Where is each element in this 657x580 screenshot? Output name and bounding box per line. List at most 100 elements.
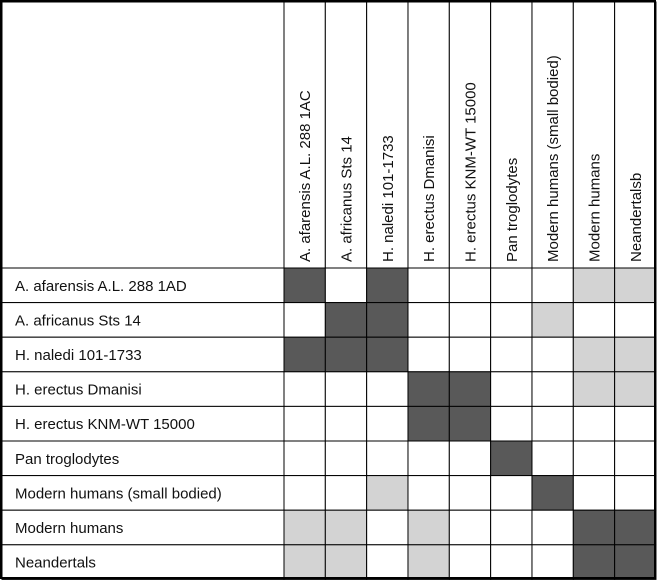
column-header-cell xyxy=(572,1,616,269)
matrix-cell xyxy=(366,475,409,511)
matrix-cell xyxy=(324,267,368,304)
matrix-cell xyxy=(283,440,326,477)
matrix-cell xyxy=(572,302,616,338)
matrix-cell xyxy=(531,509,574,546)
row-label: Neandertals xyxy=(15,555,96,572)
row-label: Modern humans xyxy=(15,520,123,537)
matrix-cell xyxy=(283,267,326,304)
row-label-cell xyxy=(1,336,285,373)
matrix-cell xyxy=(283,405,326,442)
matrix-cell xyxy=(614,544,657,580)
matrix-cell xyxy=(614,509,657,546)
matrix-cell xyxy=(448,544,492,580)
matrix-cell xyxy=(572,371,616,407)
matrix-cell xyxy=(407,336,450,373)
matrix-cell xyxy=(407,371,450,407)
matrix-cell xyxy=(614,336,657,373)
matrix-cell xyxy=(366,440,409,477)
matrix-cell xyxy=(531,440,574,477)
matrix-cell xyxy=(490,302,533,338)
matrix-cell xyxy=(448,302,492,338)
matrix-cell xyxy=(448,509,492,546)
matrix-cell xyxy=(324,509,368,546)
matrix-cell xyxy=(366,336,409,373)
matrix-cell xyxy=(324,302,368,338)
matrix-cell xyxy=(531,405,574,442)
matrix-cell xyxy=(572,336,616,373)
corner-cell xyxy=(1,1,285,269)
matrix-cell xyxy=(448,371,492,407)
matrix-cell xyxy=(448,440,492,477)
matrix-cell xyxy=(614,475,657,511)
matrix-cell xyxy=(407,302,450,338)
matrix-cell xyxy=(614,405,657,442)
matrix-cell xyxy=(531,544,574,580)
matrix-cell xyxy=(407,509,450,546)
matrix-cell xyxy=(490,336,533,373)
column-header-cell xyxy=(490,1,533,269)
row-label: Modern humans (small bodied) xyxy=(15,485,222,502)
matrix-cell xyxy=(366,302,409,338)
matrix-cell xyxy=(407,440,450,477)
matrix-cell xyxy=(490,544,533,580)
matrix-cell xyxy=(531,267,574,304)
matrix-cell xyxy=(490,475,533,511)
column-label: A. africanus Sts 14 xyxy=(338,136,355,262)
column-label: Neandertalsb xyxy=(628,173,645,262)
matrix-cell xyxy=(448,336,492,373)
row-label: Pan troglodytes xyxy=(15,451,119,468)
matrix-cell xyxy=(531,302,574,338)
matrix-cell xyxy=(572,509,616,546)
row-label: A. afarensis A.L. 288 1AD xyxy=(15,278,187,295)
matrix-cell xyxy=(614,371,657,407)
column-label: Modern humans (small bodied) xyxy=(545,55,562,262)
matrix-cell xyxy=(490,440,533,477)
matrix-cell xyxy=(407,475,450,511)
column-label: Modern humans xyxy=(586,154,603,262)
matrix-cell xyxy=(283,371,326,407)
matrix-cell xyxy=(366,544,409,580)
matrix-cell xyxy=(407,267,450,304)
column-header-cell xyxy=(407,1,450,269)
matrix-cell xyxy=(324,440,368,477)
matrix-cell xyxy=(448,267,492,304)
matrix-cell xyxy=(283,475,326,511)
row-label: H. erectus Dmanisi xyxy=(15,382,142,399)
column-label: H. erectus Dmanisi xyxy=(421,135,438,262)
matrix-cell xyxy=(324,544,368,580)
matrix-cell xyxy=(407,544,450,580)
matrix-cell xyxy=(614,302,657,338)
row-label: H. naledi 101-1733 xyxy=(15,347,142,364)
matrix-cell xyxy=(572,440,616,477)
row-label-cell xyxy=(1,405,285,442)
column-header-cell xyxy=(283,1,326,269)
matrix-cell xyxy=(366,371,409,407)
row-label-cell xyxy=(1,267,285,304)
matrix-cell xyxy=(366,405,409,442)
matrix-cell xyxy=(531,371,574,407)
matrix-cell xyxy=(490,371,533,407)
matrix-cell xyxy=(531,475,574,511)
matrix-cell xyxy=(448,405,492,442)
matrix-cell xyxy=(324,475,368,511)
row-label: A. africanus Sts 14 xyxy=(15,312,141,329)
matrix-cell xyxy=(324,405,368,442)
matrix-cell xyxy=(324,371,368,407)
matrix-cell xyxy=(490,509,533,546)
matrix-cell xyxy=(572,405,616,442)
matrix-cell xyxy=(283,544,326,580)
column-label: H. erectus KNM-WT 15000 xyxy=(462,82,479,262)
matrix-cell xyxy=(283,336,326,373)
matrix-cell xyxy=(572,544,616,580)
matrix-cell xyxy=(283,509,326,546)
matrix-cell xyxy=(448,475,492,511)
row-label: H. erectus KNM-WT 15000 xyxy=(15,416,195,433)
matrix-cell xyxy=(366,509,409,546)
column-label: A. afarensis A.L. 288 1AC xyxy=(297,90,314,262)
matrix-cell xyxy=(572,267,616,304)
matrix-cell xyxy=(572,475,616,511)
matrix-cell xyxy=(490,267,533,304)
matrix-cell xyxy=(614,267,657,304)
